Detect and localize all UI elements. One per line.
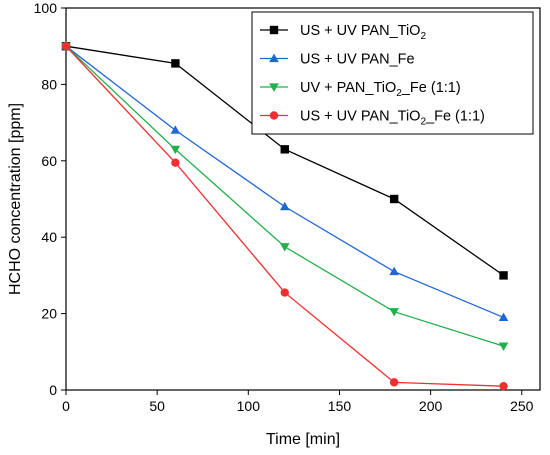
legend-label: US + UV PAN_TiO2_Fe (1:1): [300, 109, 485, 128]
data-point-marker: [171, 158, 180, 167]
data-point-marker: [61, 42, 71, 51]
plot-frame: [65, 7, 541, 391]
data-point-marker: [170, 125, 181, 134]
data-point-marker: [499, 381, 508, 391]
legend-label: US + UV PAN_TiO2: [300, 23, 426, 42]
data-point-marker: [499, 271, 508, 280]
data-point-marker: [389, 266, 399, 276]
data-point-marker: [280, 288, 289, 297]
y-tick-label: 60: [41, 153, 57, 169]
data-point-marker: [269, 111, 279, 120]
y-axis-title: HCHO concentration [ppm]: [7, 103, 24, 295]
y-tick-label: 80: [41, 76, 57, 92]
data-point-marker: [389, 308, 399, 317]
x-tick-label: 150: [328, 398, 352, 414]
x-tick-label: 50: [149, 398, 165, 414]
data-point-marker: [498, 312, 509, 321]
x-tick-label: 200: [419, 398, 443, 414]
y-tick-label: 40: [41, 229, 57, 245]
x-tick-label: 0: [62, 398, 70, 414]
x-tick-label: 250: [510, 398, 534, 414]
axis-ticks: 0 50 100 150 200 250 0 20 40 60 80 100: [34, 0, 534, 414]
legend-item: US + UV PAN_Fe: [260, 52, 415, 68]
data-point-marker: [389, 378, 399, 387]
data-point-marker: [280, 145, 289, 154]
data-point-marker: [498, 342, 509, 351]
legend-label: US + UV PAN_Fe: [300, 52, 415, 68]
data-point-marker: [171, 59, 180, 68]
x-axis-title: Time [min]: [266, 431, 340, 448]
legend-item: US + UV PAN_TiO2: [260, 23, 426, 42]
data-point-marker: [269, 83, 279, 92]
legend-item: UV + PAN_TiO2_Fe (1:1): [260, 80, 461, 99]
legend: US + UV PAN_TiO2 US + UV PAN_Fe UV + PAN_T…: [251, 11, 534, 135]
data-point-marker: [170, 145, 181, 155]
series-group: [61, 42, 508, 391]
data-point-marker: [279, 243, 290, 252]
x-tick-label: 100: [237, 398, 261, 414]
legend-box: [251, 11, 534, 135]
y-tick-label: 100: [34, 0, 58, 16]
data-point-marker: [269, 53, 279, 63]
legend-label: UV + PAN_TiO2_Fe (1:1): [300, 80, 461, 99]
data-point-marker: [279, 201, 290, 211]
series-layer: [61, 41, 509, 391]
y-tick-label: 20: [41, 306, 57, 322]
data-point-marker: [389, 194, 399, 204]
data-point-marker: [269, 25, 279, 35]
legend-item: US + UV PAN_TiO2_Fe (1:1): [260, 109, 485, 128]
y-tick-label: 0: [49, 382, 57, 398]
